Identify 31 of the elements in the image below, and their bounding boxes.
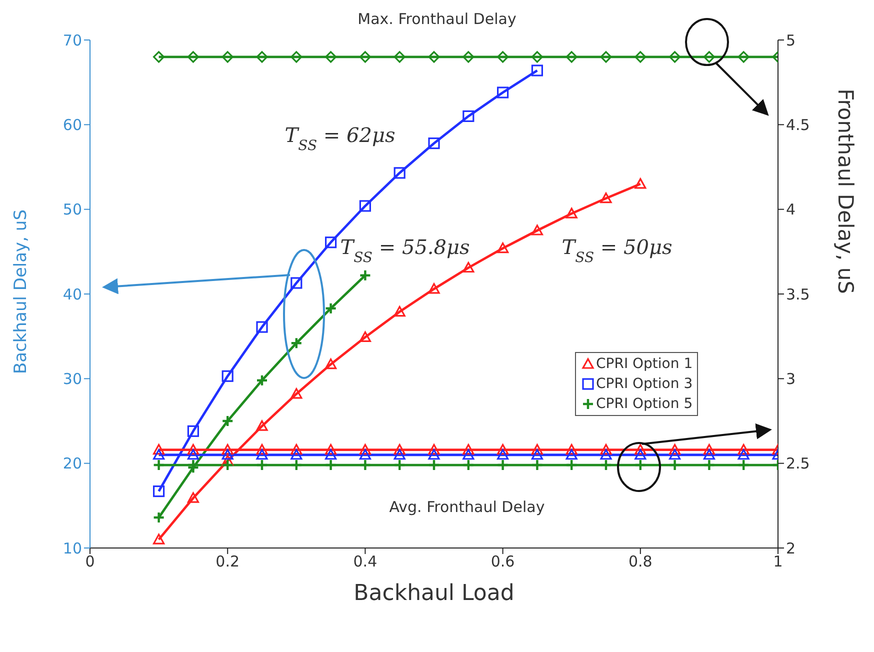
y2-tick-label: 4	[786, 200, 796, 219]
x-tick-label: 0.4	[353, 552, 378, 571]
text: Max. Fronthaul Delay	[358, 10, 516, 28]
x-tick-label: 0	[85, 552, 95, 571]
x-tick-label: 1	[773, 552, 783, 571]
y-tick-label: 30	[62, 370, 82, 388]
x-tick-label: 0.8	[628, 552, 652, 571]
y-axis-title: Backhaul Delay, uS	[11, 210, 32, 374]
y-tick-label: 60	[62, 116, 82, 134]
y-tick-label: 70	[62, 31, 82, 50]
y2-tick-label: 5	[786, 31, 796, 50]
x-tick-label: 0.6	[490, 552, 515, 571]
annotation: Avg. Fronthaul Delay	[389, 498, 545, 516]
x-tick-label: 0.2	[216, 552, 240, 571]
y2-tick-label: 2	[786, 539, 796, 558]
y-tick-label: 10	[62, 539, 82, 558]
legend-label: CPRI Option 3	[596, 375, 693, 394]
annotation: T$_{SS}$ = 55.8μs	[340, 235, 470, 266]
legend-label: CPRI Option 1	[596, 355, 693, 374]
annotation: T$_{SS}$ = 62μs	[284, 123, 396, 154]
y-tick-label: 20	[62, 454, 82, 473]
x-axis-title: Backhaul Load	[354, 581, 514, 606]
y2-tick-label: 4.5	[786, 116, 810, 134]
y2-tick-label: 2.5	[786, 454, 810, 473]
y2-axis-title: Fronthaul Delay, uS	[834, 88, 858, 294]
y2-tick-label: 3.5	[786, 285, 810, 304]
annotation: T$_{SS}$ = 50μs	[562, 235, 672, 266]
y2-tick-label: 3	[786, 370, 796, 388]
y-tick-label: 40	[62, 285, 82, 304]
y-tick-label: 50	[62, 200, 82, 219]
legend-label: CPRI Option 5	[596, 395, 693, 414]
